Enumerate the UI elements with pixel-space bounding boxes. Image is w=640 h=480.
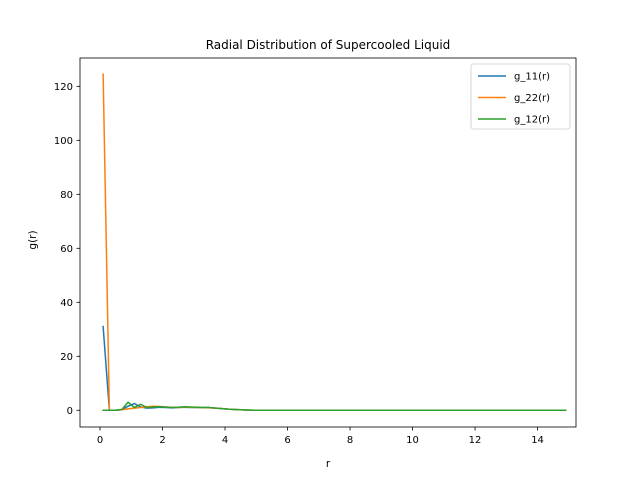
legend-label: g_12(r) bbox=[514, 115, 550, 126]
legend-label: g_22(r) bbox=[514, 93, 550, 104]
y-tick-label: 100 bbox=[54, 136, 73, 147]
x-tick-label: 8 bbox=[347, 435, 353, 446]
y-tick-label: 120 bbox=[54, 82, 73, 93]
legend: g_11(r) g_22(r) g_12(r) bbox=[470, 63, 571, 130]
x-tick-label: 0 bbox=[97, 435, 103, 446]
y-axis-label: g(r) bbox=[27, 230, 39, 249]
y-tick-label: 20 bbox=[60, 352, 73, 363]
legend-box bbox=[470, 63, 571, 130]
y-tick-label: 0 bbox=[67, 406, 73, 417]
axes-frame bbox=[79, 57, 577, 428]
x-tick-label: 10 bbox=[406, 435, 419, 446]
x-axis-label: r bbox=[326, 458, 331, 470]
y-tick-label: 60 bbox=[60, 244, 73, 255]
x-tick-label: 2 bbox=[159, 435, 165, 446]
series-group bbox=[102, 73, 567, 412]
y-tick-label: 40 bbox=[60, 298, 73, 309]
y-tick-label: 80 bbox=[60, 190, 73, 201]
x-tick-label: 4 bbox=[222, 435, 228, 446]
chart-title: Radial Distribution of Supercooled Liqui… bbox=[206, 38, 451, 52]
x-tick-label: 14 bbox=[531, 435, 544, 446]
series-line bbox=[102, 401, 567, 412]
legend-label: g_11(r) bbox=[514, 72, 550, 83]
axes: 0 2 4 6 8 10 12 14 0 20 40 60 80 100 120 bbox=[54, 57, 577, 446]
x-tick-label: 12 bbox=[469, 435, 482, 446]
x-tick-label: 6 bbox=[284, 435, 290, 446]
